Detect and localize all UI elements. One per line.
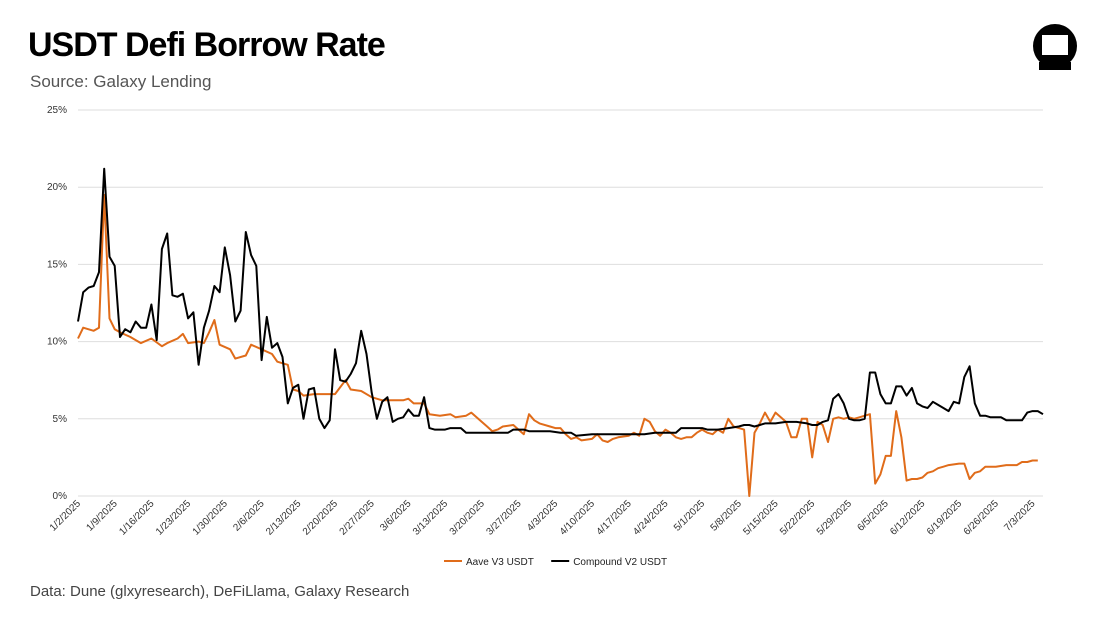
- x-tick-label: 6/19/2025: [925, 498, 965, 538]
- x-tick-label: 3/6/2025: [378, 498, 414, 534]
- y-tick-label: 25%: [47, 105, 67, 116]
- x-tick-label: 4/10/2025: [558, 498, 598, 538]
- x-tick-label: 2/27/2025: [338, 498, 378, 538]
- x-tick-label: 4/3/2025: [525, 498, 561, 534]
- galaxy-logo-icon: [1033, 24, 1077, 70]
- x-tick-label: 5/15/2025: [741, 498, 781, 538]
- x-tick-label: 3/13/2025: [411, 498, 451, 538]
- legend-label: Aave V3 USDT: [466, 557, 534, 568]
- x-tick-label: 3/20/2025: [448, 498, 488, 538]
- x-tick-label: 5/29/2025: [815, 498, 855, 538]
- y-tick-label: 20%: [47, 182, 67, 193]
- x-tick-label: 1/30/2025: [191, 498, 231, 538]
- series-lines: [77, 167, 1044, 497]
- series-line-1: [77, 167, 1044, 437]
- x-tick-label: 5/8/2025: [709, 498, 745, 534]
- x-tick-label: 1/2/2025: [48, 498, 84, 534]
- x-tick-label: 5/1/2025: [672, 498, 708, 534]
- x-tick-label: 1/9/2025: [85, 498, 121, 534]
- y-tick-label: 10%: [47, 337, 67, 348]
- x-tick-label: 4/17/2025: [595, 498, 635, 538]
- y-tick-label: 5%: [53, 414, 68, 425]
- x-tick-label: 2/20/2025: [301, 498, 341, 538]
- y-tick-label: 0%: [53, 491, 68, 502]
- x-tick-label: 6/5/2025: [855, 498, 891, 534]
- footer-note: Data: Dune (glxyresearch), DeFiLlama, Ga…: [30, 583, 410, 600]
- chart-subtitle: Source: Galaxy Lending: [30, 72, 212, 91]
- x-tick-label: 6/26/2025: [962, 498, 1002, 538]
- x-tick-label: 6/12/2025: [888, 498, 928, 538]
- legend-label: Compound V2 USDT: [573, 557, 667, 568]
- x-axis-ticks: 1/2/2025 1/9/20251/16/20251/23/20251/30/2…: [48, 498, 1038, 538]
- x-tick-label: 1/16/2025: [117, 498, 157, 538]
- series-line-0: [77, 193, 1038, 497]
- y-tick-label: 15%: [47, 259, 67, 270]
- x-tick-label: 2/6/2025: [231, 498, 267, 534]
- x-tick-label: 5/22/2025: [778, 498, 818, 538]
- chart-title: USDT Defi Borrow Rate: [28, 26, 386, 64]
- x-tick-label: 2/13/2025: [264, 498, 304, 538]
- gridlines: [78, 109, 1043, 497]
- x-tick-label: 4/24/2025: [631, 498, 671, 538]
- x-tick-label: 1/23/2025: [154, 498, 194, 538]
- x-tick-label: 3/27/2025: [484, 498, 524, 538]
- y-axis-ticks: 0% 5% 10% 15% 20% 25%: [47, 105, 67, 502]
- x-tick-label: 7/3/2025: [1002, 498, 1038, 534]
- legend: Aave V3 USDT Compound V2 USDT: [444, 557, 667, 568]
